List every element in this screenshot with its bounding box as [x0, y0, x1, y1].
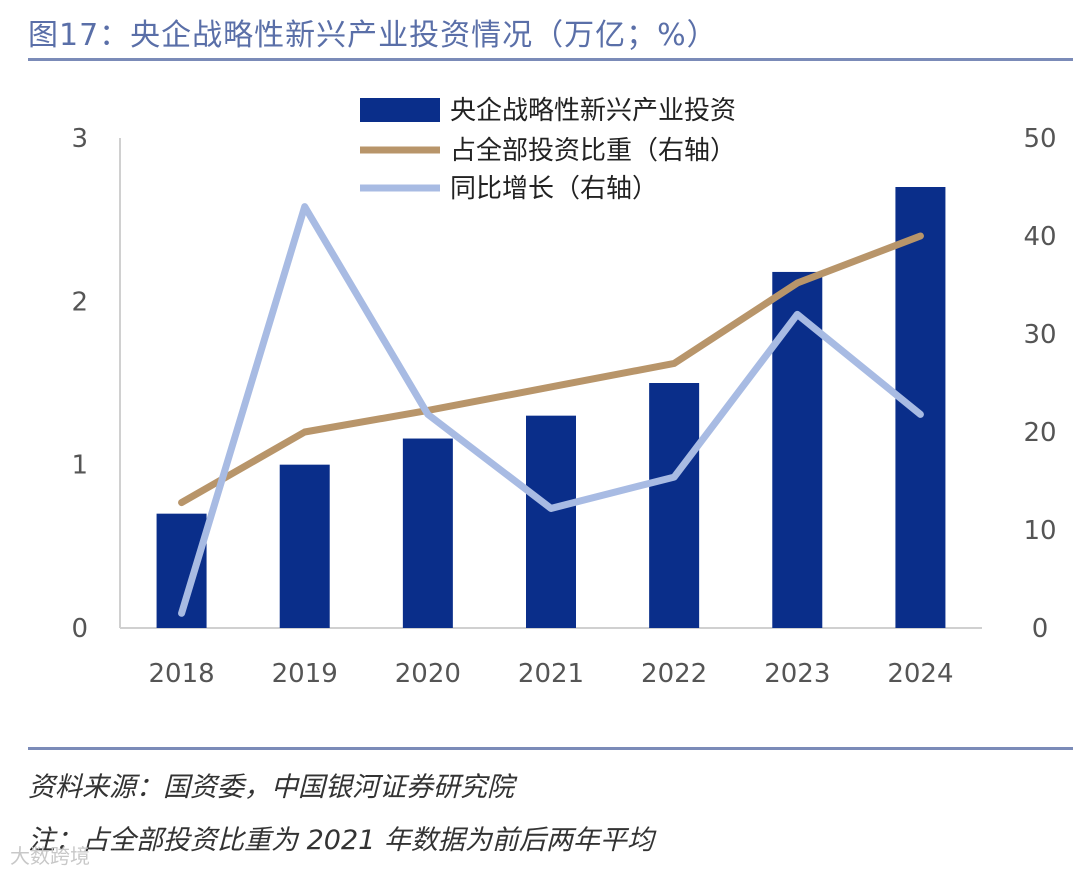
legend-swatch-bar	[360, 98, 440, 122]
top-divider	[28, 58, 1073, 61]
y-left-tick-label: 0	[71, 614, 88, 644]
chart-title: 图17：央企战略性新兴产业投资情况（万亿；%）	[28, 18, 718, 53]
x-tick-label: 2020	[395, 659, 461, 689]
bar	[649, 383, 700, 628]
x-tick-label: 2023	[764, 659, 830, 689]
legend-label: 占全部投资比重（右轴）	[450, 136, 736, 166]
y-right-tick-label: 30	[1023, 320, 1056, 350]
x-tick-label: 2022	[641, 659, 707, 689]
y-left-tick-label: 3	[71, 124, 88, 154]
legend-label: 同比增长（右轴）	[450, 174, 658, 204]
bar	[895, 187, 946, 628]
watermark-text: 大数跨境	[10, 844, 90, 868]
y-right-tick-label: 50	[1023, 124, 1056, 154]
y-left-tick-label: 1	[71, 451, 88, 481]
y-right-tick-label: 40	[1023, 222, 1056, 252]
bottom-divider	[28, 747, 1073, 750]
y-left-tick-label: 2	[71, 287, 88, 317]
source-note: 资料来源：国资委，中国银河证券研究院	[28, 772, 514, 803]
y-right-tick-label: 10	[1023, 516, 1056, 546]
x-tick-label: 2019	[272, 659, 338, 689]
x-tick-label: 2024	[887, 659, 953, 689]
bar	[402, 438, 453, 628]
remark-note: 注：占全部投资比重为 2021 年数据为前后两年平均	[28, 825, 654, 856]
y-right-tick-label: 0	[1032, 614, 1049, 644]
legend-label: 央企战略性新兴产业投资	[450, 96, 736, 126]
bar	[279, 464, 330, 628]
y-right-tick-label: 20	[1023, 418, 1056, 448]
x-tick-label: 2021	[518, 659, 584, 689]
x-tick-label: 2018	[148, 659, 214, 689]
bar	[526, 415, 576, 628]
